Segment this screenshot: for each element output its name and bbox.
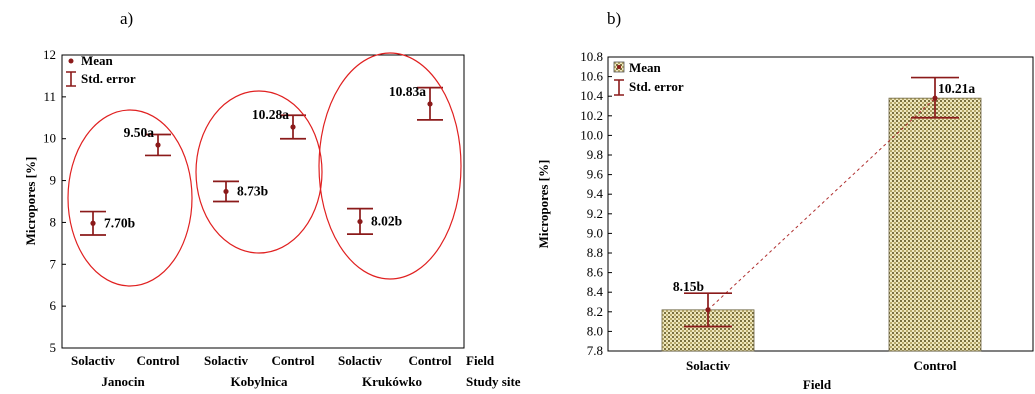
panel-a-legend-mean: Mean	[81, 53, 114, 68]
panel-a-marks: 7.70b 9.50a 8.73b 10.28a 8.02b 10.83a	[80, 84, 443, 236]
y-tick-label: 8	[50, 214, 57, 229]
mean-point	[223, 188, 229, 195]
y-tick-label: 8.6	[587, 265, 604, 280]
y-tick-label: 11	[43, 89, 56, 104]
x-field-label: Control	[408, 353, 451, 368]
mean-point	[155, 142, 161, 148]
panel-a-y-axis: 5 6 7 8 9 10 11 12	[43, 47, 66, 355]
y-tick-label: 9.0	[587, 225, 603, 240]
x-field-label: Solactiv	[204, 353, 249, 368]
legend-error-marker-icon	[614, 79, 624, 96]
y-tick-label: 8.0	[587, 323, 603, 338]
data-label: 10.21a	[938, 81, 975, 96]
y-tick-label: 7	[50, 256, 57, 271]
y-tick-label: 10.0	[580, 127, 603, 142]
mean-point	[427, 101, 433, 107]
x-field-label: Solactiv	[71, 353, 116, 368]
legend-error-marker-icon	[66, 71, 76, 87]
data-label: 9.50a	[124, 125, 155, 140]
data-label: 7.70b	[104, 215, 135, 230]
panel-b-legend: Mean Std. error	[613, 60, 684, 96]
mean-point	[932, 95, 938, 101]
x-category-label: Solactiv	[686, 358, 731, 373]
mean-trend-line	[707, 97, 936, 311]
data-label: 10.28a	[252, 107, 289, 122]
mean-point	[357, 218, 363, 225]
y-tick-label: 9.4	[587, 186, 604, 201]
legend-mean-marker-icon	[617, 65, 621, 69]
y-tick-label: 9.8	[587, 147, 603, 162]
panel-a-legend: Mean Std. error	[66, 53, 136, 87]
y-tick-label: 7.8	[587, 343, 603, 358]
panel-b-y-axis-label: Micropores [%]	[536, 160, 551, 249]
y-tick-label: 10.8	[580, 49, 603, 64]
data-label: 10.83a	[389, 84, 426, 99]
y-tick-label: 9.6	[587, 167, 604, 182]
x-field-label: Solactiv	[338, 353, 383, 368]
panel-a-letter: a)	[120, 9, 133, 28]
y-tick-label: 9	[50, 173, 57, 188]
group-ellipse-janocin	[67, 109, 193, 287]
y-tick-label: 10.2	[580, 108, 603, 123]
legend-mean-marker-icon	[68, 58, 74, 64]
y-tick-label: 8.8	[587, 245, 603, 260]
panel-b-y-axis: 7.8 8.0 8.2 8.4 8.6 8.8 9.0 9.2 9.4 9.6 9.8 10.0 10.…	[580, 49, 612, 358]
panel-b-legend-error: Std. error	[629, 79, 684, 94]
mean-point	[705, 307, 711, 313]
x-field-label: Control	[136, 353, 179, 368]
x-site-label: Kobylnica	[230, 374, 288, 389]
mean-point	[290, 124, 296, 130]
y-tick-label: 10	[43, 131, 56, 146]
panel-b-x-axis: Solactiv Control	[686, 358, 957, 373]
panel-a-plot-frame	[61, 54, 465, 349]
x-category-label: Control	[913, 358, 956, 373]
panel-a-x-row-label: Field	[466, 353, 495, 368]
y-tick-label: 10.6	[580, 69, 603, 84]
panel-b-letter: b)	[607, 9, 621, 28]
y-tick-label: 12	[43, 47, 56, 62]
y-tick-label: 8.2	[587, 304, 603, 319]
group-ellipse-kobylnica	[195, 90, 323, 254]
x-field-label: Control	[271, 353, 314, 368]
x-site-label: Janocin	[101, 374, 145, 389]
panel-a-legend-error: Std. error	[81, 71, 136, 86]
y-tick-label: 8.4	[587, 284, 604, 299]
y-tick-label: 5	[50, 340, 57, 355]
panel-a-y-axis-label: Micropores [%]	[23, 157, 38, 246]
x-site-label: Krukówko	[362, 374, 422, 389]
group-ellipse-krukowko	[318, 52, 462, 280]
mean-point	[90, 220, 96, 226]
bar	[888, 97, 982, 352]
panel-b-x-axis-label: Field	[803, 377, 832, 392]
data-label: 8.15b	[673, 279, 704, 294]
data-label: 8.02b	[371, 214, 402, 229]
y-tick-label: 10.4	[580, 88, 603, 103]
y-tick-label: 9.2	[587, 206, 603, 221]
data-label: 8.73b	[237, 183, 268, 198]
panel-b-legend-mean: Mean	[629, 60, 662, 75]
y-tick-label: 6	[50, 298, 57, 313]
panel-a-x-axis: Solactiv Control Janocin Solactiv Control Kob…	[71, 353, 452, 389]
panel-b-marks: 8.15b 10.21a	[661, 76, 982, 352]
panel-b-plot-frame	[607, 56, 1034, 352]
panel-a-x-group-row-label: Study site	[466, 374, 521, 389]
